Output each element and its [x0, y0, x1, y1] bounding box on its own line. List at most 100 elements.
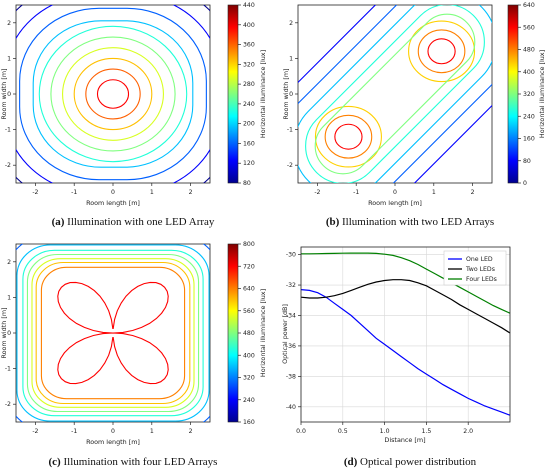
panel-c-contours	[16, 244, 210, 422]
colorbar-tick-label: 160	[243, 419, 255, 426]
y-tick-label: 2	[289, 20, 293, 27]
x-tick-label: -1	[71, 428, 77, 435]
contour-line	[40, 266, 186, 400]
contour-line	[19, 7, 207, 181]
x-tick-label: 0	[111, 189, 115, 196]
contour-line	[305, 5, 485, 183]
y-tick-label: 0	[289, 91, 293, 98]
panel-b-colorbar	[507, 4, 519, 184]
panel-a-caption: (a) Illumination with one LED Array	[52, 216, 215, 228]
panel-c-caption: (c) Illumination with four LED Arrays	[49, 456, 218, 468]
x-tick-label: 1.5	[421, 428, 431, 435]
y-tick-label: -1	[5, 127, 11, 134]
y-tick-label: -32	[286, 282, 296, 289]
contour-line	[417, 29, 466, 74]
panel-c-caption-text: Illumination with four LED Arrays	[63, 456, 217, 468]
panel-d-ticks: 0.0 0.5 1.0 1.5 2.0 -40 -38 -36 -34 -32 -30	[286, 252, 473, 435]
y-tick-label: 2	[7, 259, 11, 266]
panel-d-caption: (d) Optical power distribution	[344, 456, 477, 468]
y-tick-label: 1	[7, 294, 11, 301]
y-tick-label: -40	[286, 404, 296, 411]
colorbar-tick-label: 80	[243, 180, 251, 187]
contour-line	[73, 57, 153, 131]
contour-line	[314, 13, 476, 175]
panel-d-caption-text: Optical power distribution	[360, 456, 477, 468]
x-tick-label: 0	[111, 428, 115, 435]
x-tick-label: -1	[71, 189, 77, 196]
y-tick-label: 0	[7, 330, 11, 337]
panel-b-xlabel: Room length [m]	[368, 199, 422, 207]
contour-line	[38, 25, 188, 163]
panel-d-grid	[300, 247, 510, 422]
colorbar-tick-label: 240	[243, 397, 255, 404]
colorbar-tick-label: 400	[523, 69, 535, 76]
panel-b-colorbar-ticks: 0 80 160 240 320 400 480 560 640	[518, 2, 535, 187]
contour-line	[427, 38, 456, 65]
colorbar-tick-label: 640	[243, 286, 255, 293]
contour-line	[35, 261, 191, 405]
colorbar-tick-label: 80	[523, 158, 531, 165]
colorbar-tick-label: 0	[523, 180, 527, 187]
legend-label: One LED	[466, 256, 493, 263]
panel-c-caption-letter: (c)	[49, 456, 62, 468]
x-tick-label: 2	[189, 428, 193, 435]
contour-line	[334, 123, 363, 150]
y-tick-label: -34	[286, 312, 296, 319]
panel-b-contours	[298, 5, 492, 183]
panel-b-ticks: -2 -1 0 1 2 -2 -1 0 1 2	[287, 20, 475, 196]
y-tick-label: 2	[7, 20, 11, 27]
y-tick-label: 1	[7, 55, 11, 62]
panel-a-colorbar-label: Horizontal illuminance [lux]	[259, 50, 267, 138]
panel-a-colorbar	[227, 4, 239, 184]
colorbar-tick-label: 480	[243, 330, 255, 337]
y-tick-label: -1	[287, 127, 293, 134]
panel-d-ylabel: Optical power [dB]	[281, 304, 289, 364]
colorbar-tick-label: 200	[243, 121, 255, 128]
contour-line	[16, 244, 210, 422]
x-tick-label: 1	[150, 428, 154, 435]
colorbar-tick-label: 160	[523, 136, 535, 143]
colorbar-tick-label: 240	[243, 101, 255, 108]
panel-a-caption-text: Illumination with one LED Array	[67, 216, 215, 228]
panel-c-xlabel: Room length [m]	[86, 438, 140, 446]
contour-line	[57, 281, 169, 385]
x-tick-label: 2	[189, 189, 193, 196]
colorbar-tick-label: 560	[523, 24, 535, 31]
contour-line	[50, 36, 176, 152]
contour-line	[298, 5, 492, 183]
y-tick-label: 1	[289, 55, 293, 62]
colorbar-tick-label: 560	[243, 308, 255, 315]
panel-a-ylabel: Room width [m]	[0, 68, 8, 119]
x-tick-label: 2.0	[463, 428, 473, 435]
contour-line	[96, 79, 130, 109]
panel-d-legend: One LED Two LEDs Four LEDs	[443, 250, 507, 286]
colorbar-tick-label: 160	[243, 140, 255, 147]
contour-line	[298, 5, 492, 183]
legend-label: Two LEDs	[465, 266, 495, 273]
series-line	[301, 252, 511, 314]
x-tick-label: -2	[32, 428, 38, 435]
panel-d-xlabel: Distance [m]	[384, 436, 425, 444]
colorbar-tick-label: 320	[243, 375, 255, 382]
y-tick-label: -2	[5, 401, 11, 408]
colorbar-tick-label: 800	[243, 241, 255, 248]
colorbar-tick-label: 400	[243, 352, 255, 359]
colorbar-tick-label: 320	[523, 91, 535, 98]
panel-a-caption-letter: (a)	[52, 216, 65, 228]
contour-line	[16, 5, 210, 183]
panel-d-caption-letter: (d)	[344, 456, 358, 468]
contour-line	[324, 114, 373, 159]
colorbar-tick-label: 440	[243, 2, 255, 9]
y-tick-label: -30	[286, 252, 296, 259]
x-tick-label: 1	[150, 189, 154, 196]
contour-line	[16, 5, 210, 183]
contour-line	[62, 47, 164, 141]
colorbar-tick-label: 280	[243, 81, 255, 88]
contour-line	[26, 253, 200, 413]
panel-b-ylabel: Room width [m]	[282, 68, 290, 119]
x-tick-label: -2	[32, 189, 38, 196]
panel-b-caption-letter: (b)	[326, 216, 340, 228]
x-tick-label: 2	[471, 189, 475, 196]
colorbar-tick-label: 640	[523, 2, 535, 9]
